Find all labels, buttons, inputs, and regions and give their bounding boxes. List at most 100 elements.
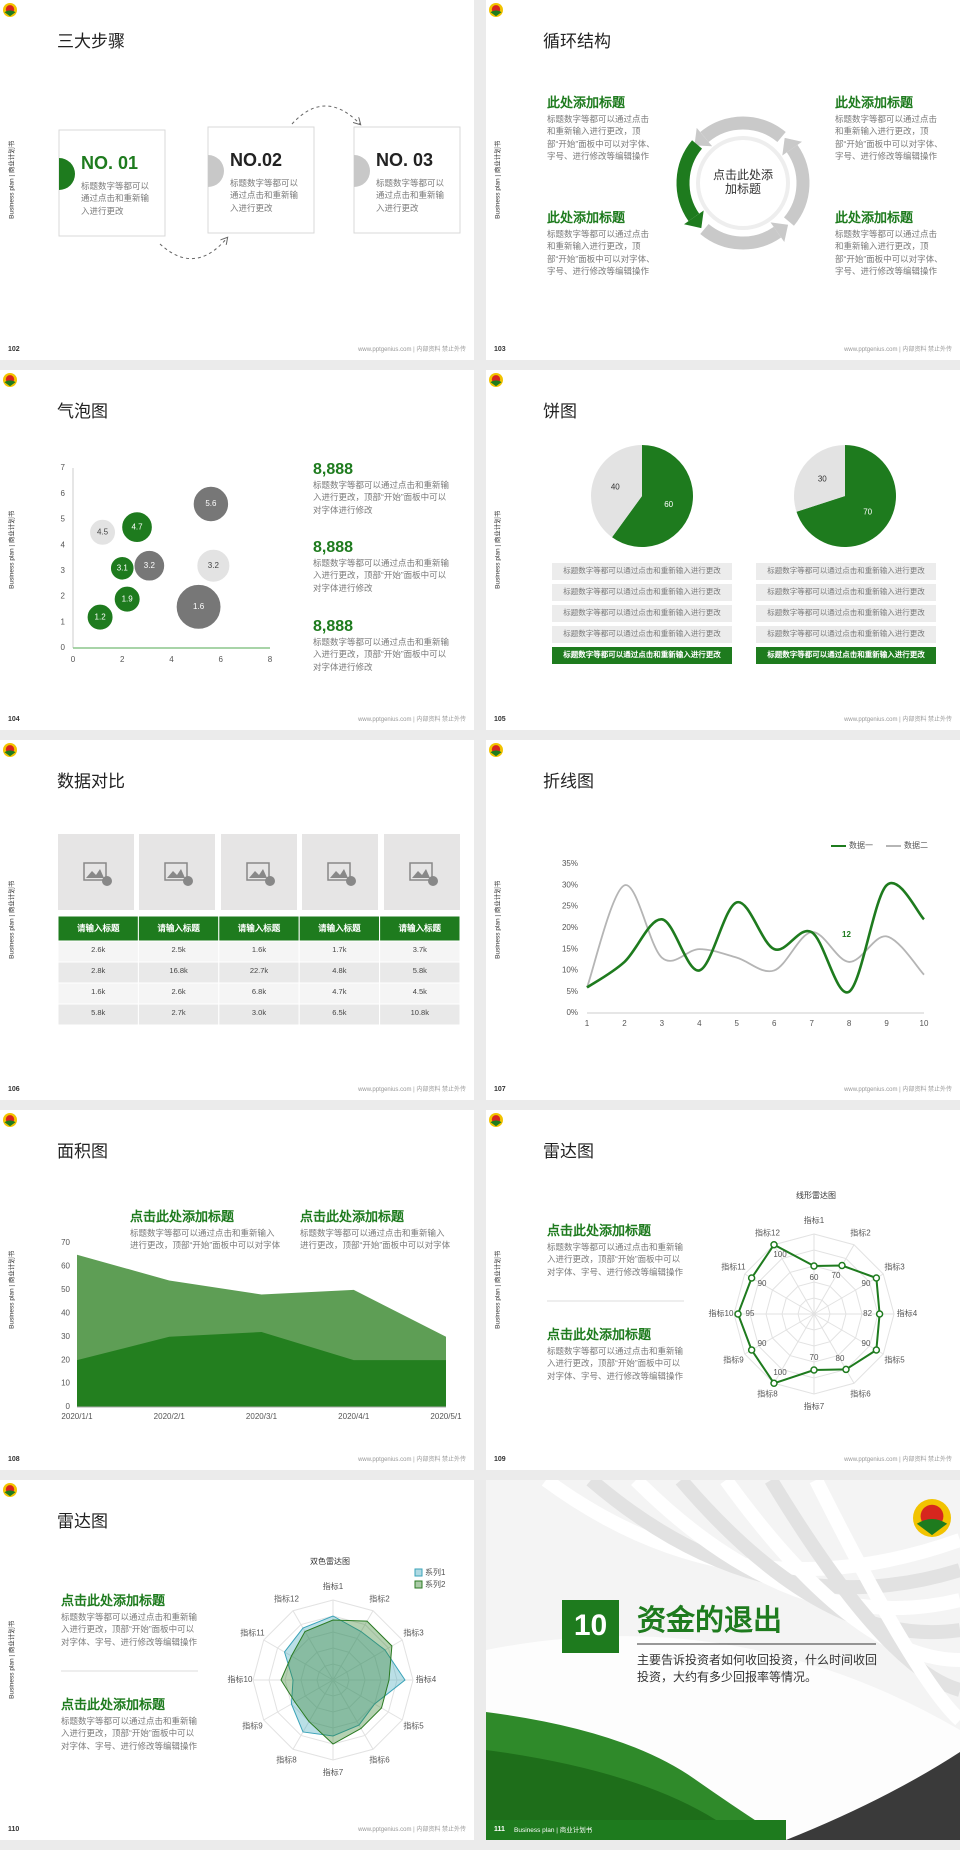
- radar-point: [875, 1310, 884, 1318]
- table-value: 1.7k: [332, 945, 347, 954]
- pie-label: 60: [664, 500, 673, 509]
- radar-category: 指标11: [240, 1628, 265, 1638]
- footer-label: Business plan | 商业计划书: [514, 1827, 593, 1834]
- step-label: NO.02: [230, 150, 283, 170]
- side-label: Business plan | 商业计划书: [8, 140, 16, 219]
- bubble: [113, 585, 141, 613]
- line-series: [586, 884, 925, 988]
- cover-green-wave: [486, 1750, 726, 1840]
- radar-spoke: [773, 1313, 815, 1384]
- bubble-label: 5.6: [205, 499, 217, 508]
- radar-category: 指标2: [850, 1228, 871, 1238]
- x-tick-label: 0: [71, 655, 76, 664]
- table-value: 5.8k: [91, 1008, 106, 1017]
- x-tick-label: 5: [735, 1019, 740, 1028]
- cover-dark: [786, 1752, 960, 1840]
- pie-label: 40: [611, 482, 620, 491]
- radar-category: 指标5: [884, 1355, 905, 1365]
- bubble-label: 4.5: [97, 527, 109, 536]
- x-tick-label: 6: [219, 655, 224, 664]
- y-tick-label: 7: [61, 463, 66, 472]
- x-tick-label: 2020/4/1: [338, 1412, 370, 1421]
- page-number: 102: [8, 346, 20, 353]
- bubble-label: 1.2: [95, 612, 107, 621]
- image-icon: [327, 862, 351, 881]
- slide-graphics: 0 1 2 3 4 5 6 7 0 2 4 6 8 1.2 1.9 3.1 3.2 4.7 4.5 5.6 3.2 1.6: [3, 373, 273, 664]
- cover-footer-bar: [486, 1820, 786, 1840]
- table-value: 2.7k: [171, 1008, 186, 1017]
- radar-category: 指标12: [755, 1228, 780, 1238]
- block-text: 标题数字等都可以通过点击和重新输入进行更改，顶部“开始”面板中可以对字体、字号、…: [835, 114, 943, 161]
- bubble-label: 1.9: [122, 594, 134, 603]
- y-tick-label: 0: [61, 643, 66, 652]
- number-box: [562, 1600, 619, 1653]
- list-row: [756, 563, 936, 580]
- side-label: Business plan | 商业计划书: [8, 510, 16, 589]
- logo: [4, 750, 16, 757]
- side-label: Business plan | 商业计划书: [8, 880, 16, 959]
- step-tab: [208, 155, 224, 187]
- radar-point: [872, 1274, 881, 1282]
- y-tick-label: 60: [61, 1262, 70, 1271]
- table-value: 16.8k: [169, 966, 188, 975]
- bubble: [89, 518, 117, 546]
- table-header: 请输入标题: [237, 923, 281, 933]
- radar-category: 指标5: [403, 1721, 424, 1731]
- side-label: Business plan | 商业计划书: [494, 140, 502, 219]
- data-label: 80: [836, 1354, 845, 1363]
- slide: Business plan | 商业计划书 102 www.pptgenius.co…: [0, 0, 474, 360]
- cover-swoosh: [675, 1480, 960, 1640]
- slide-title: 饼图: [543, 402, 577, 421]
- slide-title: 面积图: [57, 1142, 108, 1161]
- logo: [4, 10, 16, 17]
- list-text: 标题数字等都可以通过点击和重新输入进行更改: [767, 586, 925, 596]
- footer: www.pptgenius.com | 内部资料 禁止外传: [358, 1827, 466, 1833]
- image-icon: [167, 869, 185, 878]
- table-header: 请输入标题: [76, 923, 120, 933]
- radar-category: 指标8: [276, 1755, 297, 1765]
- table-header-cell: [137, 915, 220, 942]
- y-tick-label: 4: [61, 540, 66, 549]
- radar-spoke: [813, 1244, 855, 1315]
- bubble: [121, 511, 153, 543]
- footer: www.pptgenius.com | 内部资料 禁止外传: [844, 717, 952, 723]
- table-value: 10.8k: [410, 1008, 429, 1017]
- logo: [490, 380, 502, 387]
- logo: [490, 1120, 502, 1127]
- table-value: 2.8k: [91, 966, 106, 975]
- cycle-arrow: [782, 137, 802, 156]
- radar-point: [842, 1365, 850, 1374]
- data-label: 95: [746, 1309, 755, 1318]
- radar-category: 指标6: [369, 1755, 390, 1765]
- image-icon: [86, 869, 104, 878]
- image-icon: [265, 876, 275, 886]
- radar-category: 指标3: [884, 1262, 905, 1272]
- radar-category: 指标4: [897, 1308, 918, 1318]
- bubble-label: 3.2: [208, 561, 220, 570]
- slide-graphics: 60 40 70 30: [489, 373, 936, 664]
- logo: [490, 10, 502, 17]
- flow-arrow: [291, 105, 360, 124]
- x-tick-label: 6: [772, 1019, 777, 1028]
- block-heading: 此处添加标题: [835, 210, 914, 225]
- radar-category: 指标10: [228, 1674, 253, 1684]
- slide: 线形雷达图 指标1 指标2 指标3 指标4 指标5 指标6 指标7 指标8 指标9 指标10 指标11…: [486, 1110, 960, 1470]
- radar-area: [283, 1615, 406, 1737]
- pie-label: 30: [818, 475, 827, 484]
- y-tick-label: 70: [61, 1238, 70, 1247]
- slide: 双色雷达图 指标1 指标2 指标3 指标4 指标5 指标6 指标7 指标8 指标9 指标10 指标11…: [0, 1480, 474, 1840]
- radar-point: [872, 1346, 881, 1354]
- radar-spoke: [332, 1639, 403, 1681]
- bubble: [133, 549, 166, 582]
- list-row: [552, 647, 732, 664]
- table-header-cell: [57, 915, 139, 942]
- page-number: 106: [8, 1086, 20, 1093]
- image-icon: [409, 862, 433, 881]
- list-row: [756, 605, 936, 622]
- side-label: Business plan | 商业计划书: [8, 1620, 16, 1699]
- cycle-arc: [700, 116, 786, 143]
- image-icon: [249, 869, 267, 878]
- image-placeholder: [139, 834, 215, 910]
- step-label: NO. 03: [376, 150, 434, 170]
